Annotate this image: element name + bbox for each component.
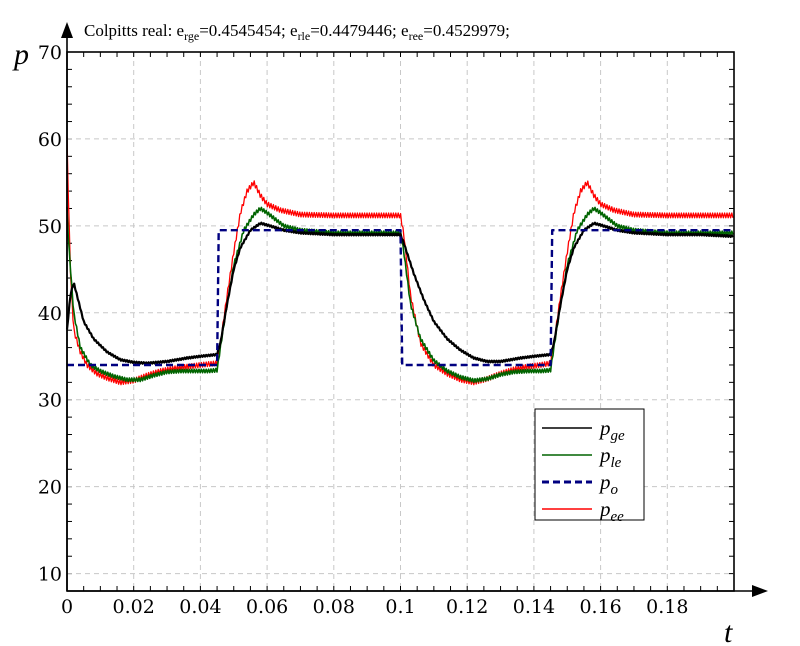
title-part: =0.4529979; [423, 21, 510, 40]
title-subscript: rle [298, 29, 311, 43]
chart-title: Colpitts real: erge=0.4545454; erle=0.44… [84, 21, 510, 43]
legend-label-base: p [598, 416, 611, 440]
y-tick-label: 10 [38, 564, 62, 586]
x-tick-label: 0.06 [246, 596, 288, 618]
x-tick-label: 0.1 [385, 596, 415, 618]
x-tick-label: 0.08 [313, 596, 355, 618]
x-tick-label: 0.18 [646, 596, 688, 618]
legend-label-ple: ple [598, 443, 622, 471]
x-tick-label: 0.14 [513, 596, 555, 618]
x-axis-arrowhead [752, 585, 768, 597]
title-part: Colpitts real: e [84, 21, 184, 40]
legend-label-sub: le [611, 455, 622, 471]
grid [66, 51, 735, 592]
y-tick-label: 50 [38, 216, 62, 238]
title-part: =0.4479446; e [310, 21, 408, 40]
legend-label-pee: pee [598, 497, 624, 525]
x-tick-label: 0.16 [579, 596, 621, 618]
y-axis-label: p [12, 38, 29, 71]
legend-label-base: p [598, 470, 611, 494]
x-tick-label: 0.04 [179, 596, 221, 618]
title-subscript: rge [184, 29, 199, 43]
legend-label-sub: ee [611, 509, 625, 525]
title-subscript: ree [409, 29, 424, 43]
legend-label-sub: ge [611, 428, 626, 444]
series-layer [65, 136, 734, 386]
x-tick-label: 0.12 [446, 596, 488, 618]
x-axis-label: t [724, 616, 733, 646]
legend-box [534, 408, 645, 521]
legend-label-sub: o [611, 482, 619, 498]
legend-label-base: p [598, 443, 611, 467]
series-line-pee [66, 136, 734, 386]
title-part: =0.4545454; e [199, 21, 297, 40]
y-tick-label: 70 [38, 42, 62, 64]
y-tick-label: 60 [38, 129, 62, 151]
legend-label-base: p [598, 497, 611, 521]
y-axis-arrowhead [61, 22, 73, 38]
series-line-po [67, 229, 734, 367]
legend-label-pge: pge [598, 416, 625, 444]
y-tick-label: 30 [38, 390, 62, 412]
series-line-pge [65, 221, 734, 366]
x-tick-label: 0.02 [113, 596, 155, 618]
legend-label-po: po [598, 470, 619, 498]
tick-labels: 0 0.02 0.04 0.06 0.08 0.1 0.12 0.14 0.16 0.18 10 20… [38, 42, 689, 618]
y-tick-label: 40 [38, 303, 62, 325]
x-tick-label: 0 [61, 596, 73, 618]
y-tick-label: 20 [38, 477, 62, 499]
